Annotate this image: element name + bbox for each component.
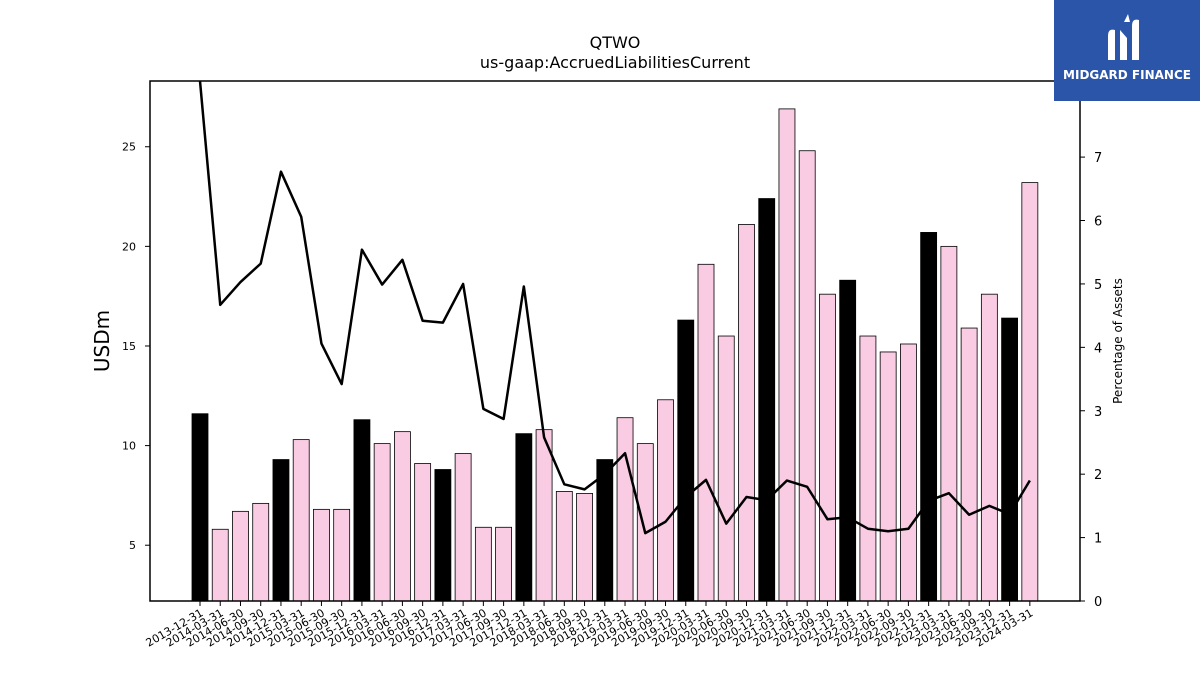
y-axis-right-ticks: 0 1 2 3 4 5 6 7	[1080, 151, 1102, 610]
bar-2019-09-30	[657, 399, 674, 602]
y-left-tick-label: 10	[122, 440, 136, 453]
bar-2014-03-31	[211, 528, 229, 602]
y-right-tick-label: 5	[1094, 278, 1102, 293]
logo-text: MIDGARD FINANCE	[1063, 68, 1191, 82]
y-left-tick-label: 15	[122, 340, 136, 353]
bar-2022-03-31	[859, 335, 877, 602]
y-left-tick-label: 25	[122, 141, 136, 154]
bar-2022-09-30	[900, 343, 917, 602]
y-axis-left-ticks: 5 10 15 20 25	[122, 141, 150, 552]
bar-2017-09-30	[495, 526, 513, 602]
bar-2019-06-30	[636, 443, 654, 602]
bar-2021-06-30	[798, 150, 816, 602]
percentage-line	[198, 80, 1031, 535]
bar-2023-09-30	[980, 293, 998, 602]
y-left-tick-label: 20	[122, 240, 136, 253]
bar-2016-03-31	[373, 443, 391, 602]
bar-2015-12-31	[353, 419, 371, 602]
bar-2021-12-31	[839, 279, 857, 602]
y-right-tick-label: 3	[1094, 405, 1102, 420]
bar-2019-12-31	[677, 319, 695, 602]
bar-2014-12-31	[272, 459, 290, 602]
bar-2016-12-31	[434, 469, 452, 602]
plot-frame	[149, 80, 1081, 602]
bar-2014-06-30	[232, 510, 249, 602]
bar-2014-09-30	[252, 502, 270, 602]
bar-2018-09-30	[576, 493, 593, 602]
bar-2016-09-30	[414, 463, 432, 602]
bar-2018-12-31	[596, 459, 614, 602]
bar-2017-12-31	[515, 433, 533, 602]
bar-2020-12-31	[758, 198, 776, 602]
y-right-tick-label: 7	[1094, 151, 1102, 166]
chart-subtitle: us-gaap:AccruedLiabilitiesCurrent	[480, 53, 750, 72]
bar-2021-03-31	[778, 108, 796, 602]
y-right-tick-label: 2	[1094, 468, 1102, 483]
bar-2024-03-31	[1021, 182, 1039, 602]
bar-2013-12-31	[191, 413, 209, 602]
bar-2022-06-30	[879, 351, 897, 602]
y-right-tick-label: 6	[1094, 215, 1102, 230]
bar-2017-03-31	[454, 453, 472, 602]
y-right-tick-label: 0	[1094, 595, 1102, 610]
bar-2018-06-30	[555, 491, 573, 602]
brand-logo: MIDGARD FINANCE	[1054, 0, 1200, 101]
bar-2015-03-31	[292, 439, 310, 602]
bar-2020-06-30	[717, 335, 735, 602]
bar-2023-03-31	[940, 245, 958, 602]
chart-title: QTWO	[590, 33, 641, 52]
bar-2020-09-30	[738, 224, 755, 602]
bar-2023-06-30	[960, 327, 978, 602]
y-right-tick-label: 4	[1094, 341, 1102, 356]
bar-2017-06-30	[474, 526, 492, 602]
bar-2020-03-31	[697, 263, 715, 602]
bar-2022-12-31	[920, 232, 938, 602]
x-axis-ticks: 2013-12-312014-03-312014-06-302014-09-30…	[144, 601, 1035, 650]
bar-2015-09-30	[333, 508, 351, 602]
bar-2015-06-30	[313, 508, 330, 602]
y-axis-right-label: Percentage of Assets	[1111, 278, 1125, 404]
logo-mark-icon	[1108, 14, 1139, 61]
bar-2019-03-31	[616, 417, 634, 602]
bar-2018-03-31	[535, 429, 553, 602]
bar-2016-06-30	[393, 431, 411, 602]
bar-2021-09-30	[819, 293, 836, 602]
bar-2023-12-31	[1001, 317, 1018, 602]
y-axis-left-label: USDm	[90, 310, 114, 372]
y-right-tick-label: 1	[1094, 532, 1102, 547]
bar-series	[191, 108, 1039, 602]
y-left-tick-label: 5	[129, 539, 136, 552]
